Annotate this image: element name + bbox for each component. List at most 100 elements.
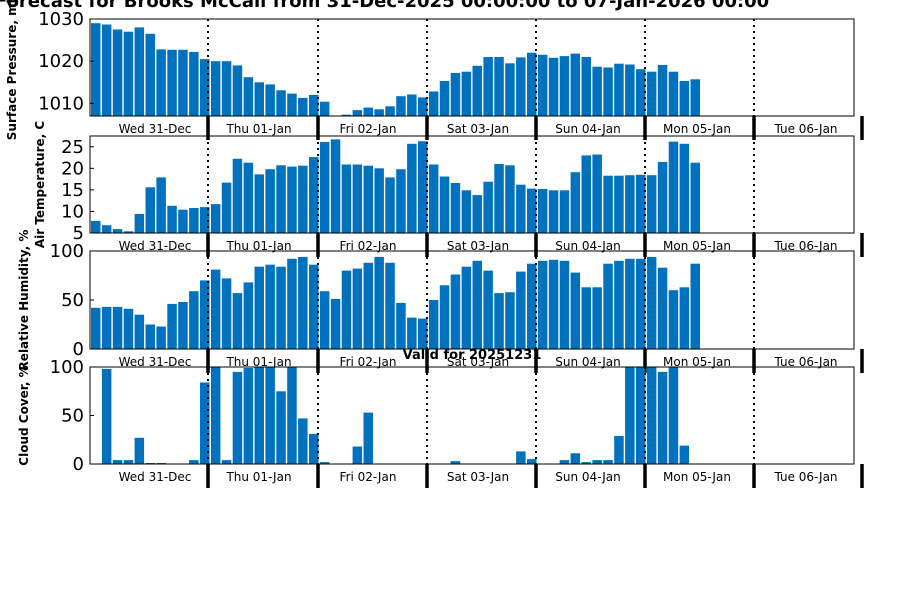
- bar: [516, 57, 526, 116]
- bar: [341, 114, 352, 116]
- bar: [537, 54, 548, 116]
- bar: [527, 52, 537, 116]
- bar: [112, 229, 123, 233]
- bar: [352, 164, 363, 233]
- x-day-label: Mon 05-Jan: [663, 470, 731, 484]
- bar: [679, 445, 690, 464]
- bar: [668, 141, 679, 233]
- bar: [276, 90, 286, 116]
- bar: [156, 177, 166, 233]
- bar: [309, 264, 319, 349]
- bar: [276, 266, 286, 349]
- bar: [385, 177, 395, 233]
- bar: [91, 307, 101, 349]
- bar: [657, 267, 668, 349]
- bar: [679, 81, 690, 116]
- bar: [254, 367, 264, 464]
- bar: [254, 82, 264, 116]
- bar: [167, 303, 177, 349]
- bar: [221, 278, 232, 349]
- bar: [636, 258, 646, 349]
- bar: [200, 280, 210, 349]
- chart-title: Forecast for Brooks McCall from 31-Dec-2…: [0, 0, 769, 12]
- bar: [232, 65, 243, 116]
- y-tick-label: 1010: [38, 93, 84, 114]
- bar: [91, 23, 101, 117]
- bar: [123, 231, 134, 233]
- x-day-label: Fri 02-Jan: [340, 355, 397, 369]
- bar: [603, 67, 613, 116]
- bar: [101, 24, 112, 116]
- bar: [428, 300, 439, 349]
- y-tick-label: 1030: [38, 9, 84, 30]
- bar: [298, 97, 308, 116]
- x-day-label: Wed 31-Dec: [119, 122, 192, 136]
- bar: [123, 308, 134, 349]
- bar: [319, 291, 330, 349]
- bar: [614, 435, 624, 464]
- bar: [221, 61, 232, 116]
- bar: [614, 260, 624, 349]
- bar: [396, 169, 406, 233]
- bar: [646, 71, 657, 116]
- bar: [319, 101, 330, 116]
- bar: [450, 73, 461, 116]
- bar: [592, 154, 602, 233]
- bar: [461, 190, 472, 233]
- bar: [494, 164, 504, 233]
- x-day-label: Mon 05-Jan: [663, 355, 731, 369]
- bar: [570, 453, 581, 464]
- bar: [341, 164, 352, 233]
- bar: [679, 143, 690, 233]
- bar: [254, 174, 264, 233]
- bar: [200, 59, 210, 116]
- bar: [679, 287, 690, 349]
- bar: [134, 314, 145, 349]
- bar: [101, 368, 112, 464]
- bar: [461, 71, 472, 116]
- bar: [309, 94, 319, 116]
- bar: [668, 290, 679, 349]
- bar: [494, 293, 504, 349]
- y-axis-label: Relative Humidity, %: [17, 230, 31, 371]
- bar: [483, 270, 493, 349]
- bar: [341, 270, 352, 349]
- x-day-label: Tue 06-Jan: [773, 239, 837, 253]
- x-day-label: Mon 05-Jan: [663, 122, 731, 136]
- bar: [450, 274, 461, 349]
- bar: [189, 51, 199, 116]
- bar: [439, 285, 450, 349]
- bar: [374, 256, 384, 349]
- bar: [505, 292, 515, 349]
- bar: [330, 139, 341, 233]
- bar: [232, 371, 243, 464]
- x-day-label: Fri 02-Jan: [340, 239, 397, 253]
- y-tick-label: 50: [61, 406, 84, 427]
- bar: [625, 64, 635, 116]
- bar: [625, 175, 635, 233]
- bar: [189, 208, 199, 233]
- bar: [581, 57, 591, 116]
- x-day-label: Wed 31-Dec: [119, 239, 192, 253]
- bar: [134, 437, 145, 464]
- bar: [548, 57, 559, 116]
- bar: [516, 184, 526, 233]
- y-tick-label: 100: [50, 357, 84, 378]
- bar: [592, 287, 602, 349]
- x-day-label: Tue 06-Jan: [773, 355, 837, 369]
- bar: [559, 260, 570, 349]
- bar: [178, 49, 188, 116]
- bar: [418, 141, 428, 233]
- panel-4: 0 50 100 Wed 31-Dec Thu 01-Jan Fri 02-Jan Sat …: [17, 348, 864, 488]
- y-tick-label: 10: [61, 201, 84, 222]
- bar: [581, 155, 591, 233]
- bar: [101, 306, 112, 349]
- bar: [112, 306, 123, 349]
- bar: [428, 164, 439, 233]
- bar: [396, 96, 406, 116]
- bar: [505, 63, 515, 116]
- bar: [428, 91, 439, 116]
- bar: [570, 272, 581, 349]
- x-day-label: Sat 03-Jan: [447, 122, 509, 136]
